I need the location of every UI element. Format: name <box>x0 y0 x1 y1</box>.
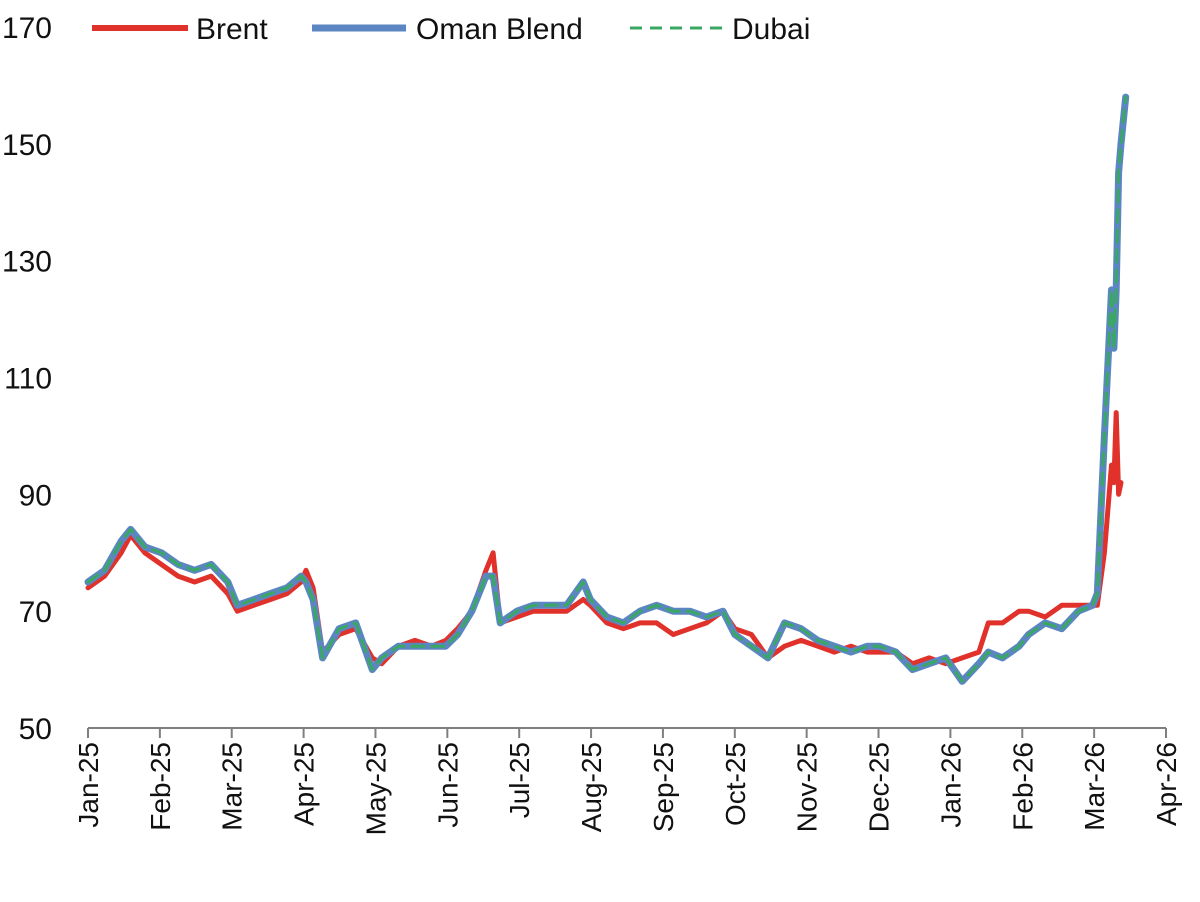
x-tick-label: Mar-25 <box>217 742 248 831</box>
x-tick-label: Jan-25 <box>73 742 104 828</box>
x-tick-label: May-25 <box>360 742 391 835</box>
legend-label: Dubai <box>732 13 810 46</box>
legend-label: Oman Blend <box>416 13 583 46</box>
y-tick-label: 70 <box>19 596 52 629</box>
series-line-dubai <box>86 95 1128 683</box>
x-tick-label: Apr-25 <box>289 742 320 826</box>
x-tick-label: Dec-25 <box>864 742 895 832</box>
y-tick-label: 150 <box>2 129 52 162</box>
y-tick-label: 170 <box>2 12 52 45</box>
x-tick-label: Mar-26 <box>1079 742 1110 831</box>
series-layer <box>84 93 1130 685</box>
x-tick-label: Aug-25 <box>576 742 607 832</box>
x-tick-label: Apr-26 <box>1151 742 1182 826</box>
x-tick-label: Oct-25 <box>720 742 751 826</box>
x-tick-label: Feb-25 <box>145 742 176 831</box>
legend-label: Brent <box>196 13 268 46</box>
legend: Brent Oman Blend Dubai <box>92 13 810 46</box>
x-tick-label: Nov-25 <box>792 742 823 832</box>
x-tick-label: Jan-26 <box>935 742 966 828</box>
x-tick-label: Sep-25 <box>648 742 679 832</box>
y-tick-label: 50 <box>19 713 52 746</box>
series-line-brent <box>85 410 1124 667</box>
x-tick-label: Jun-25 <box>432 742 463 828</box>
y-tick-label: 110 <box>4 363 52 396</box>
y-tick-label: 130 <box>2 246 52 279</box>
series-line-oman-blend <box>84 93 1130 685</box>
x-axis: Jan-25 Feb-25 Mar-25 Apr-25 May-25 Jun-25 Jul-… <box>73 727 1182 835</box>
x-tick-label: Jul-25 <box>504 742 535 818</box>
y-axis-ticks: 50 70 90 110 130 150 170 <box>2 12 52 746</box>
y-tick-label: 90 <box>19 479 52 512</box>
x-tick-label: Feb-26 <box>1007 742 1038 831</box>
